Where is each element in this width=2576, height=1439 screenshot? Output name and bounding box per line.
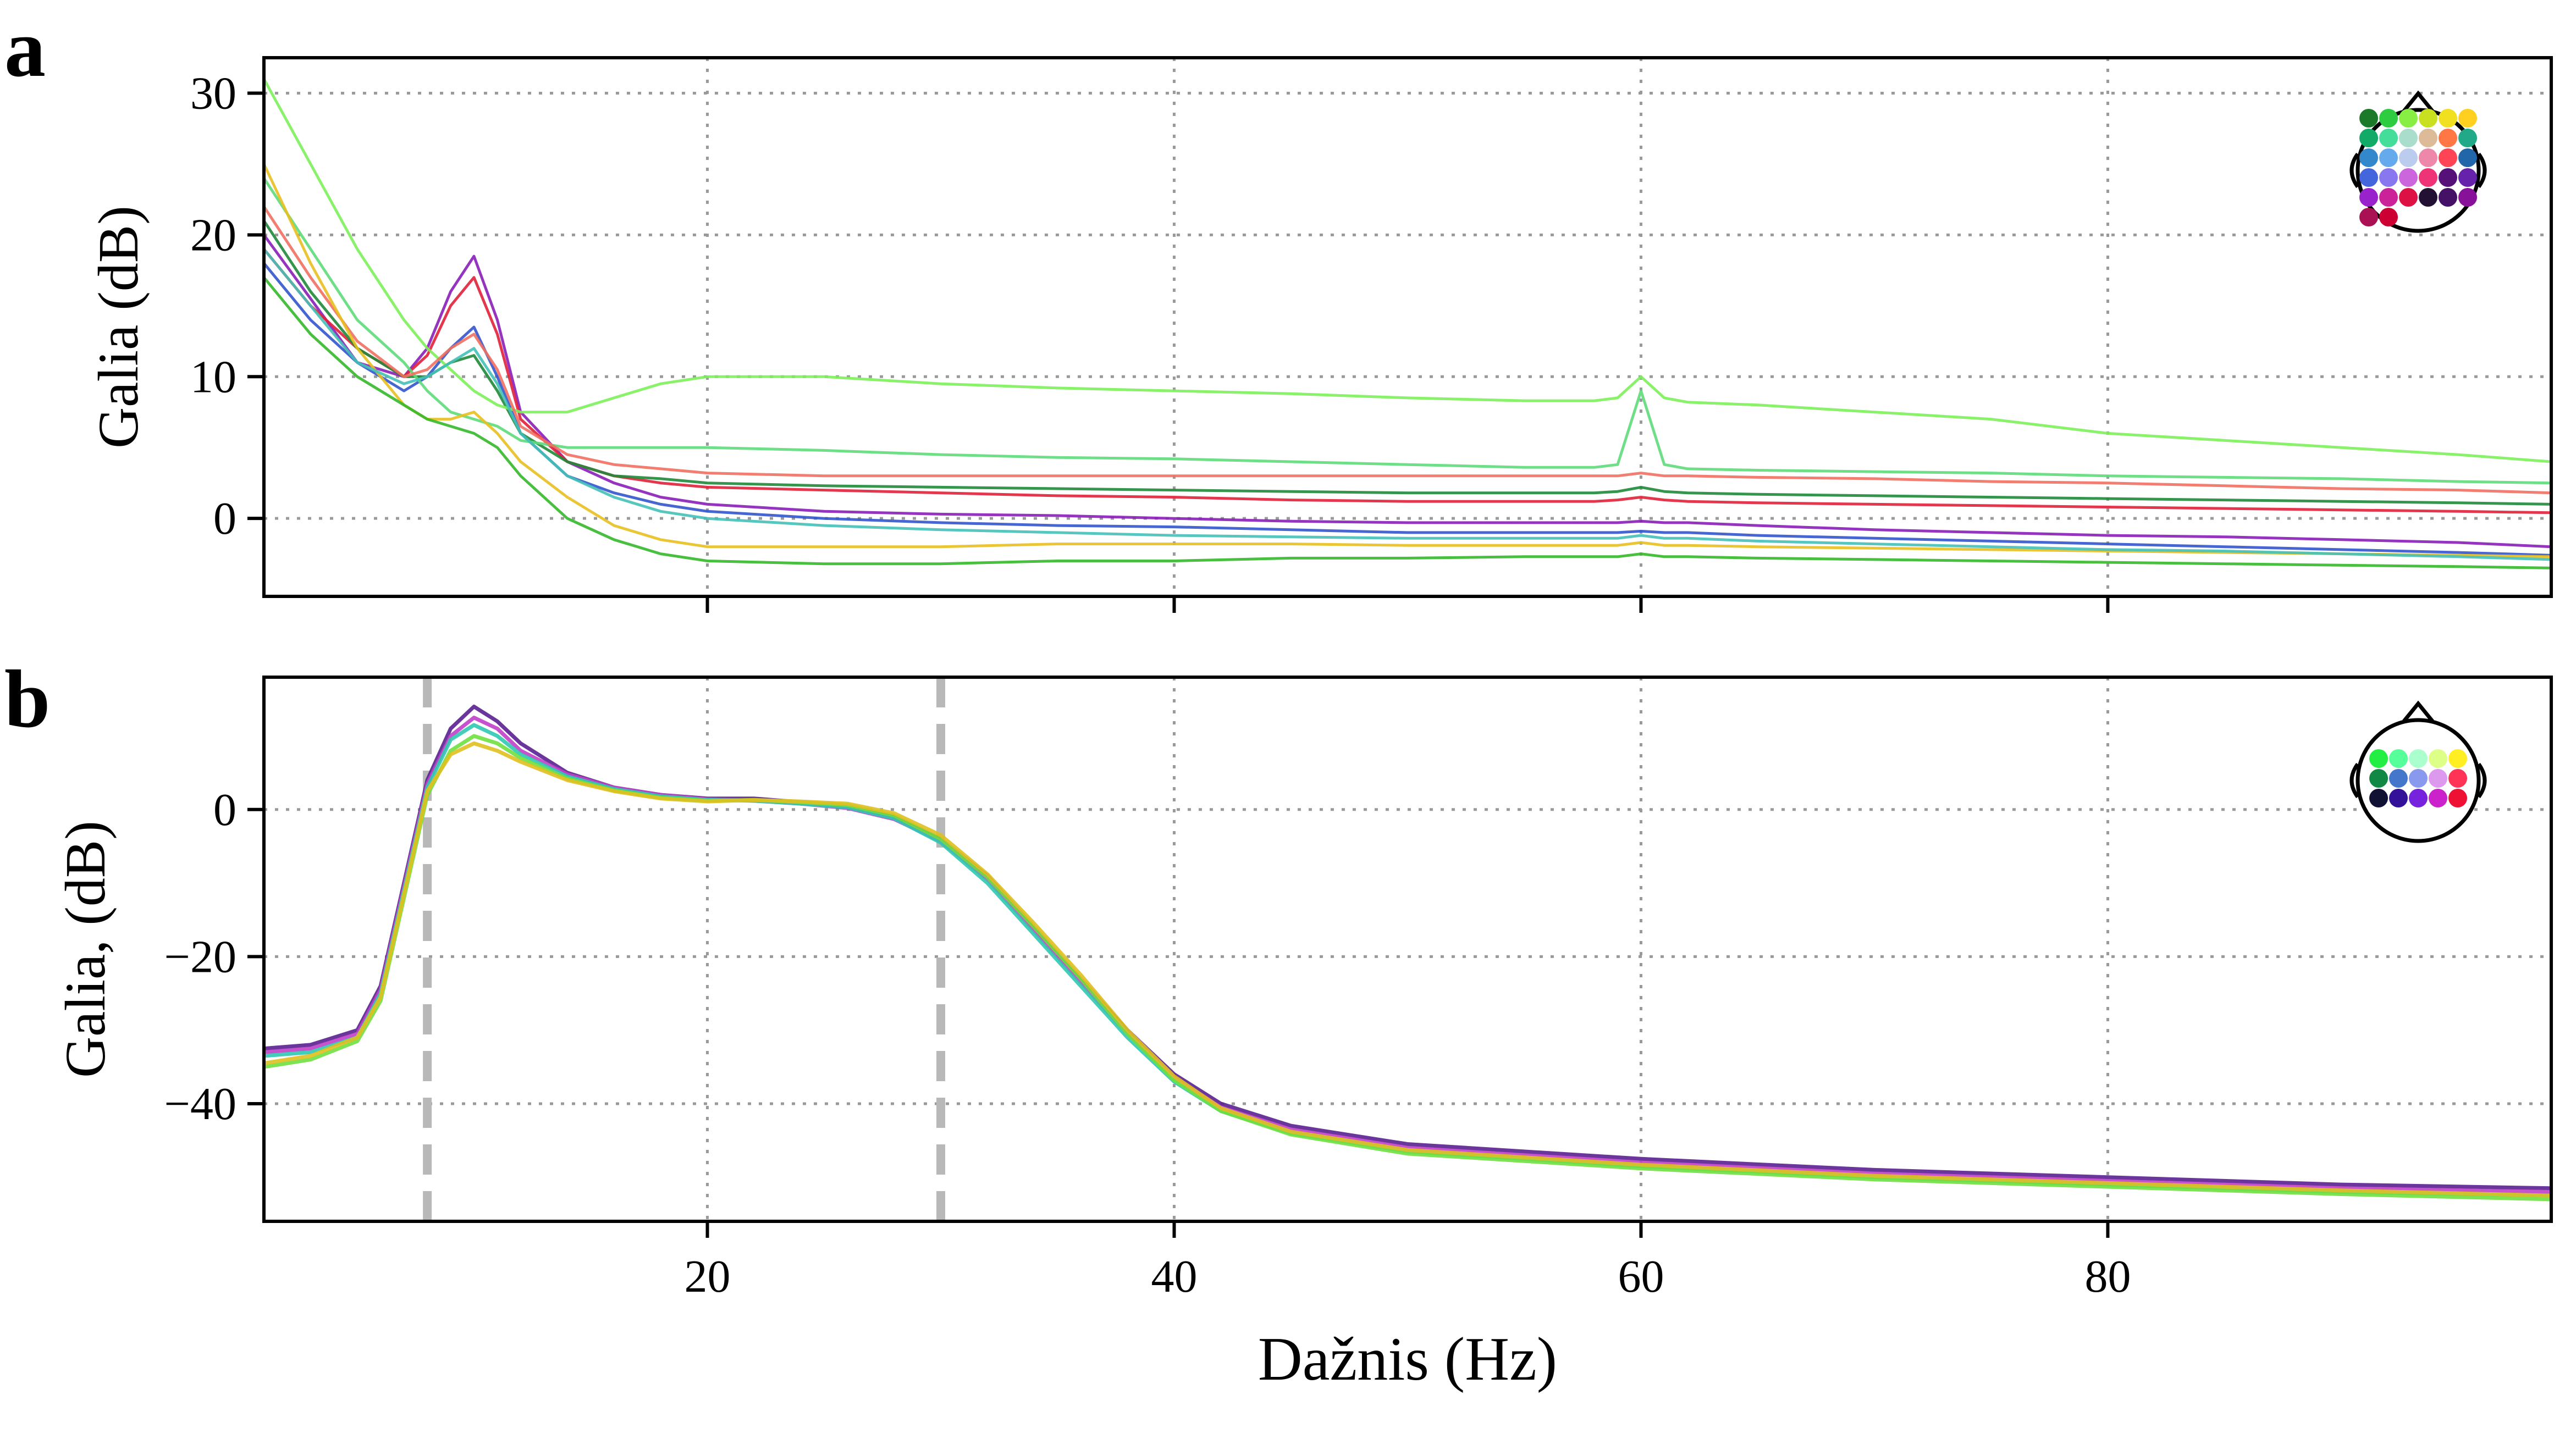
- series-line: [264, 734, 2551, 1202]
- sensor-dot: [2369, 769, 2388, 788]
- sensor-dot: [2439, 168, 2457, 187]
- sensor-dot: [2458, 168, 2477, 187]
- sensor-dot: [2419, 168, 2437, 187]
- sensor-dot: [2379, 129, 2398, 147]
- series-line: [264, 741, 2551, 1198]
- panel-b-chart: 0 −20 −40 20 40 60 80 Galia, (dB): [54, 676, 2553, 1302]
- panel-b-ylabel: Galia, (dB): [54, 821, 117, 1078]
- sensor-dot: [2429, 769, 2447, 788]
- series-line: [264, 276, 2551, 569]
- series-line: [264, 220, 2551, 506]
- series-line: [264, 206, 2551, 495]
- sensor-dot: [2359, 129, 2378, 147]
- panel-a-ylabel: Galia (dB): [87, 206, 150, 449]
- sensor-dot: [2448, 749, 2467, 768]
- panel-a-grid: [264, 58, 2551, 596]
- sensor-dot: [2419, 148, 2437, 167]
- series-line: [264, 163, 2551, 558]
- sensor-dot: [2419, 129, 2437, 147]
- sensor-dot: [2369, 789, 2388, 807]
- head-nose: [2402, 700, 2434, 723]
- y-tick-label: 0: [213, 493, 236, 544]
- panel-b-letter: b: [4, 654, 50, 745]
- head-left-ear: [2349, 762, 2359, 799]
- sensor-dot: [2369, 749, 2388, 768]
- head-right-ear: [2477, 762, 2487, 799]
- series-line: [264, 78, 2551, 463]
- series-line: [264, 234, 2551, 549]
- y-tick-label: −40: [164, 1078, 236, 1130]
- series-line: [264, 248, 2551, 514]
- sensor-dot: [2399, 168, 2418, 187]
- x-tick-label: 80: [2084, 1251, 2131, 1302]
- panel-a-chart: 0 10 20 30 Galia (dB): [87, 56, 2553, 613]
- panel-a-series: [264, 78, 2551, 569]
- sensor-dot: [2448, 789, 2467, 807]
- series-line: [264, 705, 2551, 1191]
- series-line: [264, 248, 2551, 561]
- sensor-dot: [2458, 148, 2477, 167]
- head-left-ear: [2349, 152, 2359, 189]
- sensor-dot: [2399, 188, 2418, 207]
- y-tick-label: 30: [190, 68, 236, 119]
- sensor-dot: [2429, 749, 2447, 768]
- sensor-dot: [2359, 188, 2378, 207]
- series-line: [264, 723, 2551, 1198]
- head-right-ear: [2477, 152, 2487, 189]
- sensor-dot: [2439, 129, 2457, 147]
- x-tick-label: 60: [1618, 1251, 1664, 1302]
- panel-a-y-ticks: 0 10 20 30: [190, 68, 264, 544]
- sensor-dot: [2429, 789, 2447, 807]
- sensor-dot: [2419, 109, 2437, 128]
- sensor-dot: [2409, 789, 2428, 807]
- series-line: [264, 177, 2551, 485]
- sensor-dot: [2409, 769, 2428, 788]
- x-tick-label: 20: [685, 1251, 731, 1302]
- sensor-dot: [2419, 188, 2437, 207]
- head-nose: [2402, 90, 2434, 113]
- panel-b-grid: [264, 677, 2551, 1221]
- sensor-dot: [2399, 148, 2418, 167]
- sensor-dot: [2389, 769, 2408, 788]
- sensor-dot: [2439, 188, 2457, 207]
- sensor-dot: [2389, 749, 2408, 768]
- sensor-dot: [2458, 188, 2477, 207]
- sensor-dot: [2439, 148, 2457, 167]
- panel-b-x-ticks: 20 40 60 80: [685, 1221, 2131, 1302]
- sensor-dot: [2359, 168, 2378, 187]
- sensor-dot: [2359, 109, 2378, 128]
- x-tick-label: 40: [1151, 1251, 1198, 1302]
- sensor-dot: [2399, 109, 2418, 128]
- sensor-dot: [2379, 148, 2398, 167]
- panel-a-letter: a: [4, 3, 46, 94]
- sensor-dot: [2458, 109, 2477, 128]
- y-tick-label: 10: [190, 351, 236, 402]
- panel-b-band-markers: [423, 677, 946, 1221]
- y-tick-label: −20: [164, 931, 236, 982]
- panel-b-y-ticks: 0 −20 −40: [164, 784, 264, 1130]
- y-tick-label: 0: [213, 784, 236, 835]
- sensor-dot: [2379, 168, 2398, 187]
- sensor-dot: [2448, 769, 2467, 788]
- panel-b-frame: [262, 676, 2553, 1223]
- sensor-dot: [2379, 208, 2398, 226]
- panel-a-x-ticks: [705, 596, 2110, 613]
- series-line: [264, 262, 2551, 557]
- sensor-dot: [2458, 129, 2477, 147]
- sensor-dot: [2389, 789, 2408, 807]
- sensor-dot: [2359, 148, 2378, 167]
- y-tick-label: 20: [190, 209, 236, 261]
- sensor-dot: [2379, 188, 2398, 207]
- panel-a-frame: [262, 56, 2553, 598]
- sensor-dot: [2439, 109, 2457, 128]
- x-axis-label: Dažnis (Hz): [1258, 1325, 1557, 1393]
- sensor-dot: [2359, 208, 2378, 226]
- panel-b-head-inset: [2349, 700, 2487, 843]
- panel-a-head-inset: [2349, 90, 2487, 233]
- panel-b-series: [264, 705, 2551, 1202]
- sensor-dot: [2379, 109, 2398, 128]
- sensor-dot: [2399, 129, 2418, 147]
- sensor-dot: [2409, 749, 2428, 768]
